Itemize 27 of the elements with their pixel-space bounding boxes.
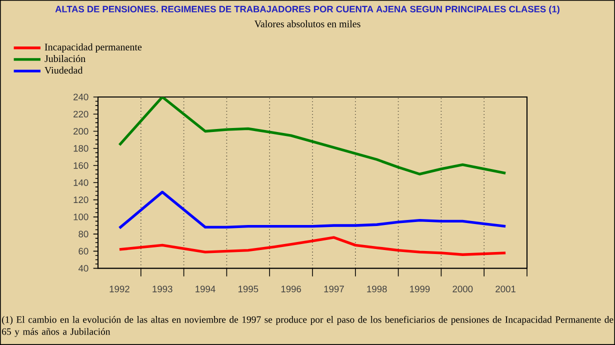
chart-subtitle: Valores absolutos en miles	[254, 20, 360, 28]
y-tick-label: 180	[74, 145, 88, 152]
y-tick-label: 220	[74, 110, 88, 118]
y-tick-label: 80	[78, 230, 88, 238]
x-tick-label: 1992	[110, 286, 130, 292]
legend-label: Jubilación	[44, 55, 86, 62]
y-tick-label: 120	[74, 196, 88, 204]
text: (1) El cambio en la evolución de las altas en noviembre de 1997 se produce por el paso de los beneficiarios de pensiones de Incapacidad Permanente de 65 y más años a Jubilación	[2, 316, 614, 337]
x-tick-label: 1999	[410, 286, 430, 292]
y-tick-label: 100	[74, 214, 88, 220]
y-tick-label: 60	[78, 248, 88, 254]
y-tick-label: 240	[74, 94, 88, 100]
y-tick-label: 200	[74, 128, 88, 135]
x-tick-label: 1996	[281, 286, 302, 292]
y-tick-label: 140	[74, 179, 88, 186]
x-tick-label: 2001	[496, 286, 516, 292]
y-tick-label: 160	[74, 162, 88, 169]
x-tick-label: 1993	[152, 286, 172, 292]
chart-title: ALTAS DE PENSIONES. REGIMENES DE TRABAJADORES POR CUENTA AJENA SEGUN PRINCIPALES CLASES (1)	[55, 6, 560, 14]
x-tick-label: 1994	[196, 286, 216, 292]
legend-label: Incapacidad permanente	[44, 43, 142, 52]
x-tick-label: 1995	[238, 286, 258, 292]
y-tick-label: 40	[78, 265, 88, 272]
x-tick-label: 1998	[367, 286, 387, 292]
x-tick-label: 2000	[452, 286, 473, 292]
x-tick-label: 1997	[324, 286, 344, 292]
legend-label: Viudedad	[44, 66, 83, 74]
